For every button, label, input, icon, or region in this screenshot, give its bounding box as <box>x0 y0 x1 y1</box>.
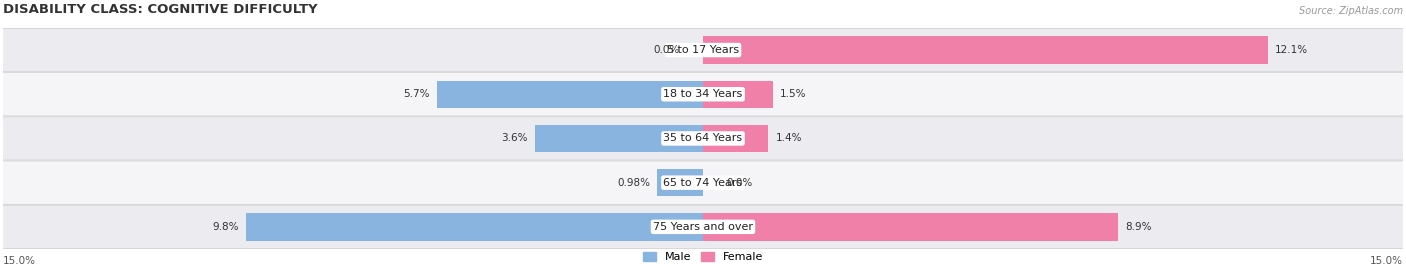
Bar <box>437 80 703 108</box>
Bar <box>703 213 1118 240</box>
Text: 0.0%: 0.0% <box>727 178 752 188</box>
Bar <box>703 125 768 152</box>
FancyBboxPatch shape <box>3 73 1403 116</box>
Text: 15.0%: 15.0% <box>1371 256 1403 266</box>
Text: 15.0%: 15.0% <box>3 256 35 266</box>
Text: 0.98%: 0.98% <box>617 178 650 188</box>
Text: 8.9%: 8.9% <box>1125 222 1152 232</box>
Bar <box>657 169 703 196</box>
Text: 0.0%: 0.0% <box>654 45 679 55</box>
Text: 1.4%: 1.4% <box>775 133 801 143</box>
Text: DISABILITY CLASS: COGNITIVE DIFFICULTY: DISABILITY CLASS: COGNITIVE DIFFICULTY <box>3 3 318 16</box>
Bar <box>246 213 703 240</box>
Text: 5.7%: 5.7% <box>404 89 430 99</box>
FancyBboxPatch shape <box>3 161 1403 204</box>
Text: 5 to 17 Years: 5 to 17 Years <box>666 45 740 55</box>
Text: 35 to 64 Years: 35 to 64 Years <box>664 133 742 143</box>
Text: 12.1%: 12.1% <box>1275 45 1308 55</box>
FancyBboxPatch shape <box>3 117 1403 160</box>
Text: 65 to 74 Years: 65 to 74 Years <box>664 178 742 188</box>
Text: 9.8%: 9.8% <box>212 222 239 232</box>
Bar <box>534 125 703 152</box>
Bar <box>703 36 1268 64</box>
Text: 75 Years and over: 75 Years and over <box>652 222 754 232</box>
Text: 1.5%: 1.5% <box>780 89 807 99</box>
Text: 18 to 34 Years: 18 to 34 Years <box>664 89 742 99</box>
Bar <box>703 80 773 108</box>
Legend: Male, Female: Male, Female <box>638 247 768 267</box>
Text: 3.6%: 3.6% <box>502 133 527 143</box>
Text: Source: ZipAtlas.com: Source: ZipAtlas.com <box>1299 6 1403 16</box>
FancyBboxPatch shape <box>3 29 1403 72</box>
FancyBboxPatch shape <box>3 205 1403 249</box>
